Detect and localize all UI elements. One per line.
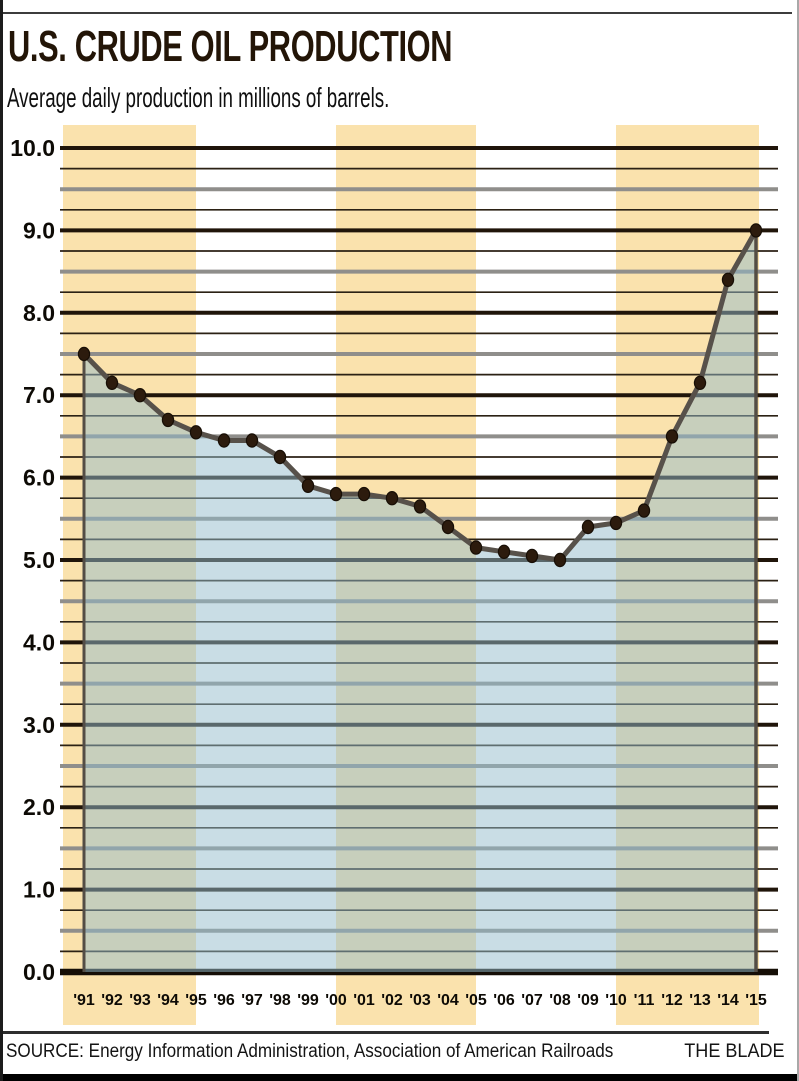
x-axis-label-11: '11 [634,992,655,1009]
data-point-93 [133,388,147,403]
data-point-13 [693,375,707,390]
data-point-91 [77,346,91,362]
x-axis-label-13: '13 [689,992,711,1009]
y-axis-label-6.0: 6.0 [23,465,55,491]
x-axis-label-96: '96 [213,992,235,1009]
x-axis-label-00: '00 [325,992,347,1009]
data-point-96 [217,433,231,448]
y-axis-label-7.0: 7.0 [23,382,55,408]
y-axis-label-1.0: 1.0 [23,877,55,903]
data-point-99 [301,478,315,493]
y-axis-label-2.0: 2.0 [23,794,55,820]
chart-subtitle: Average daily production in millions of … [7,82,390,113]
data-point-05 [469,540,483,555]
x-axis-label-08: '08 [549,992,571,1009]
x-axis-label-14: '14 [717,992,739,1009]
x-axis-label-09: '09 [577,992,599,1009]
data-point-06 [497,544,511,559]
area-fill [84,230,756,972]
data-point-97 [245,433,259,448]
x-axis-label-05: '05 [465,992,487,1009]
bottom-border-bar [3,1074,797,1081]
data-point-07 [525,548,539,564]
data-point-11 [637,503,651,518]
x-axis-label-91: '91 [73,992,95,1009]
data-point-94 [161,412,175,428]
data-point-02 [385,491,399,506]
x-axis-label-06: '06 [493,992,515,1009]
x-axis-label-98: '98 [269,992,291,1009]
page-title: U.S. CRUDE OIL PRODUCTION [8,22,453,71]
y-axis-label-9.0: 9.0 [23,217,55,243]
x-axis-label-03: '03 [409,992,431,1009]
data-point-92 [105,375,119,390]
y-axis-label-10.0: 10.0 [10,135,55,161]
source-credit: SOURCE: Energy Information Administratio… [6,1041,614,1062]
crude-oil-production-chart: 0.0 1.0 2.0 3.0 4.0 5.0 6.0 7.0 8.0 9.0 10.0 '91 '92… [10,125,778,1025]
data-point-09 [581,519,595,535]
x-axis-label-15: '15 [745,992,767,1009]
x-axis-label-94: '94 [157,992,179,1009]
title-row: U.S. CRUDE OIL PRODUCTION [8,22,643,72]
credit-row: THE BLADE [679,1041,785,1063]
data-point-98 [273,449,287,465]
x-axis-label-95: '95 [185,992,207,1009]
x-axis-label-97: '97 [241,992,263,1009]
x-axis-label-01: '01 [353,992,375,1009]
source-row: SOURCE: Energy Information Administratio… [6,1041,681,1063]
data-point-12 [665,429,679,444]
y-axis-label-4.0: 4.0 [23,629,55,655]
publisher-credit: THE BLADE [684,1041,785,1062]
y-axis-label-5.0: 5.0 [23,547,55,573]
data-point-95 [189,425,203,440]
y-axis-label-8.0: 8.0 [23,300,55,326]
y-axis-label-0.0: 0.0 [23,959,55,985]
x-axis-label-10: '10 [605,992,627,1009]
data-point-15 [749,223,763,238]
x-axis-label-12: '12 [661,992,683,1009]
x-axis-label-92: '92 [101,992,123,1009]
y-axis-label-3.0: 3.0 [23,712,55,738]
data-point-03 [413,499,427,514]
data-point-14 [721,272,735,287]
data-point-00 [329,486,343,502]
data-point-04 [441,519,455,535]
x-axis-label-93: '93 [129,992,151,1009]
x-axis-label-07: '07 [521,992,543,1009]
data-point-01 [357,486,371,502]
data-point-08 [553,552,567,568]
x-axis-label-04: '04 [437,992,459,1009]
x-axis-label-99: '99 [297,992,319,1009]
data-point-10 [609,515,623,531]
x-axis-label-02: '02 [381,992,403,1009]
footer-rule [3,1031,769,1034]
subtitle-row: Average daily production in millions of … [7,82,578,114]
top-rule [3,12,792,14]
